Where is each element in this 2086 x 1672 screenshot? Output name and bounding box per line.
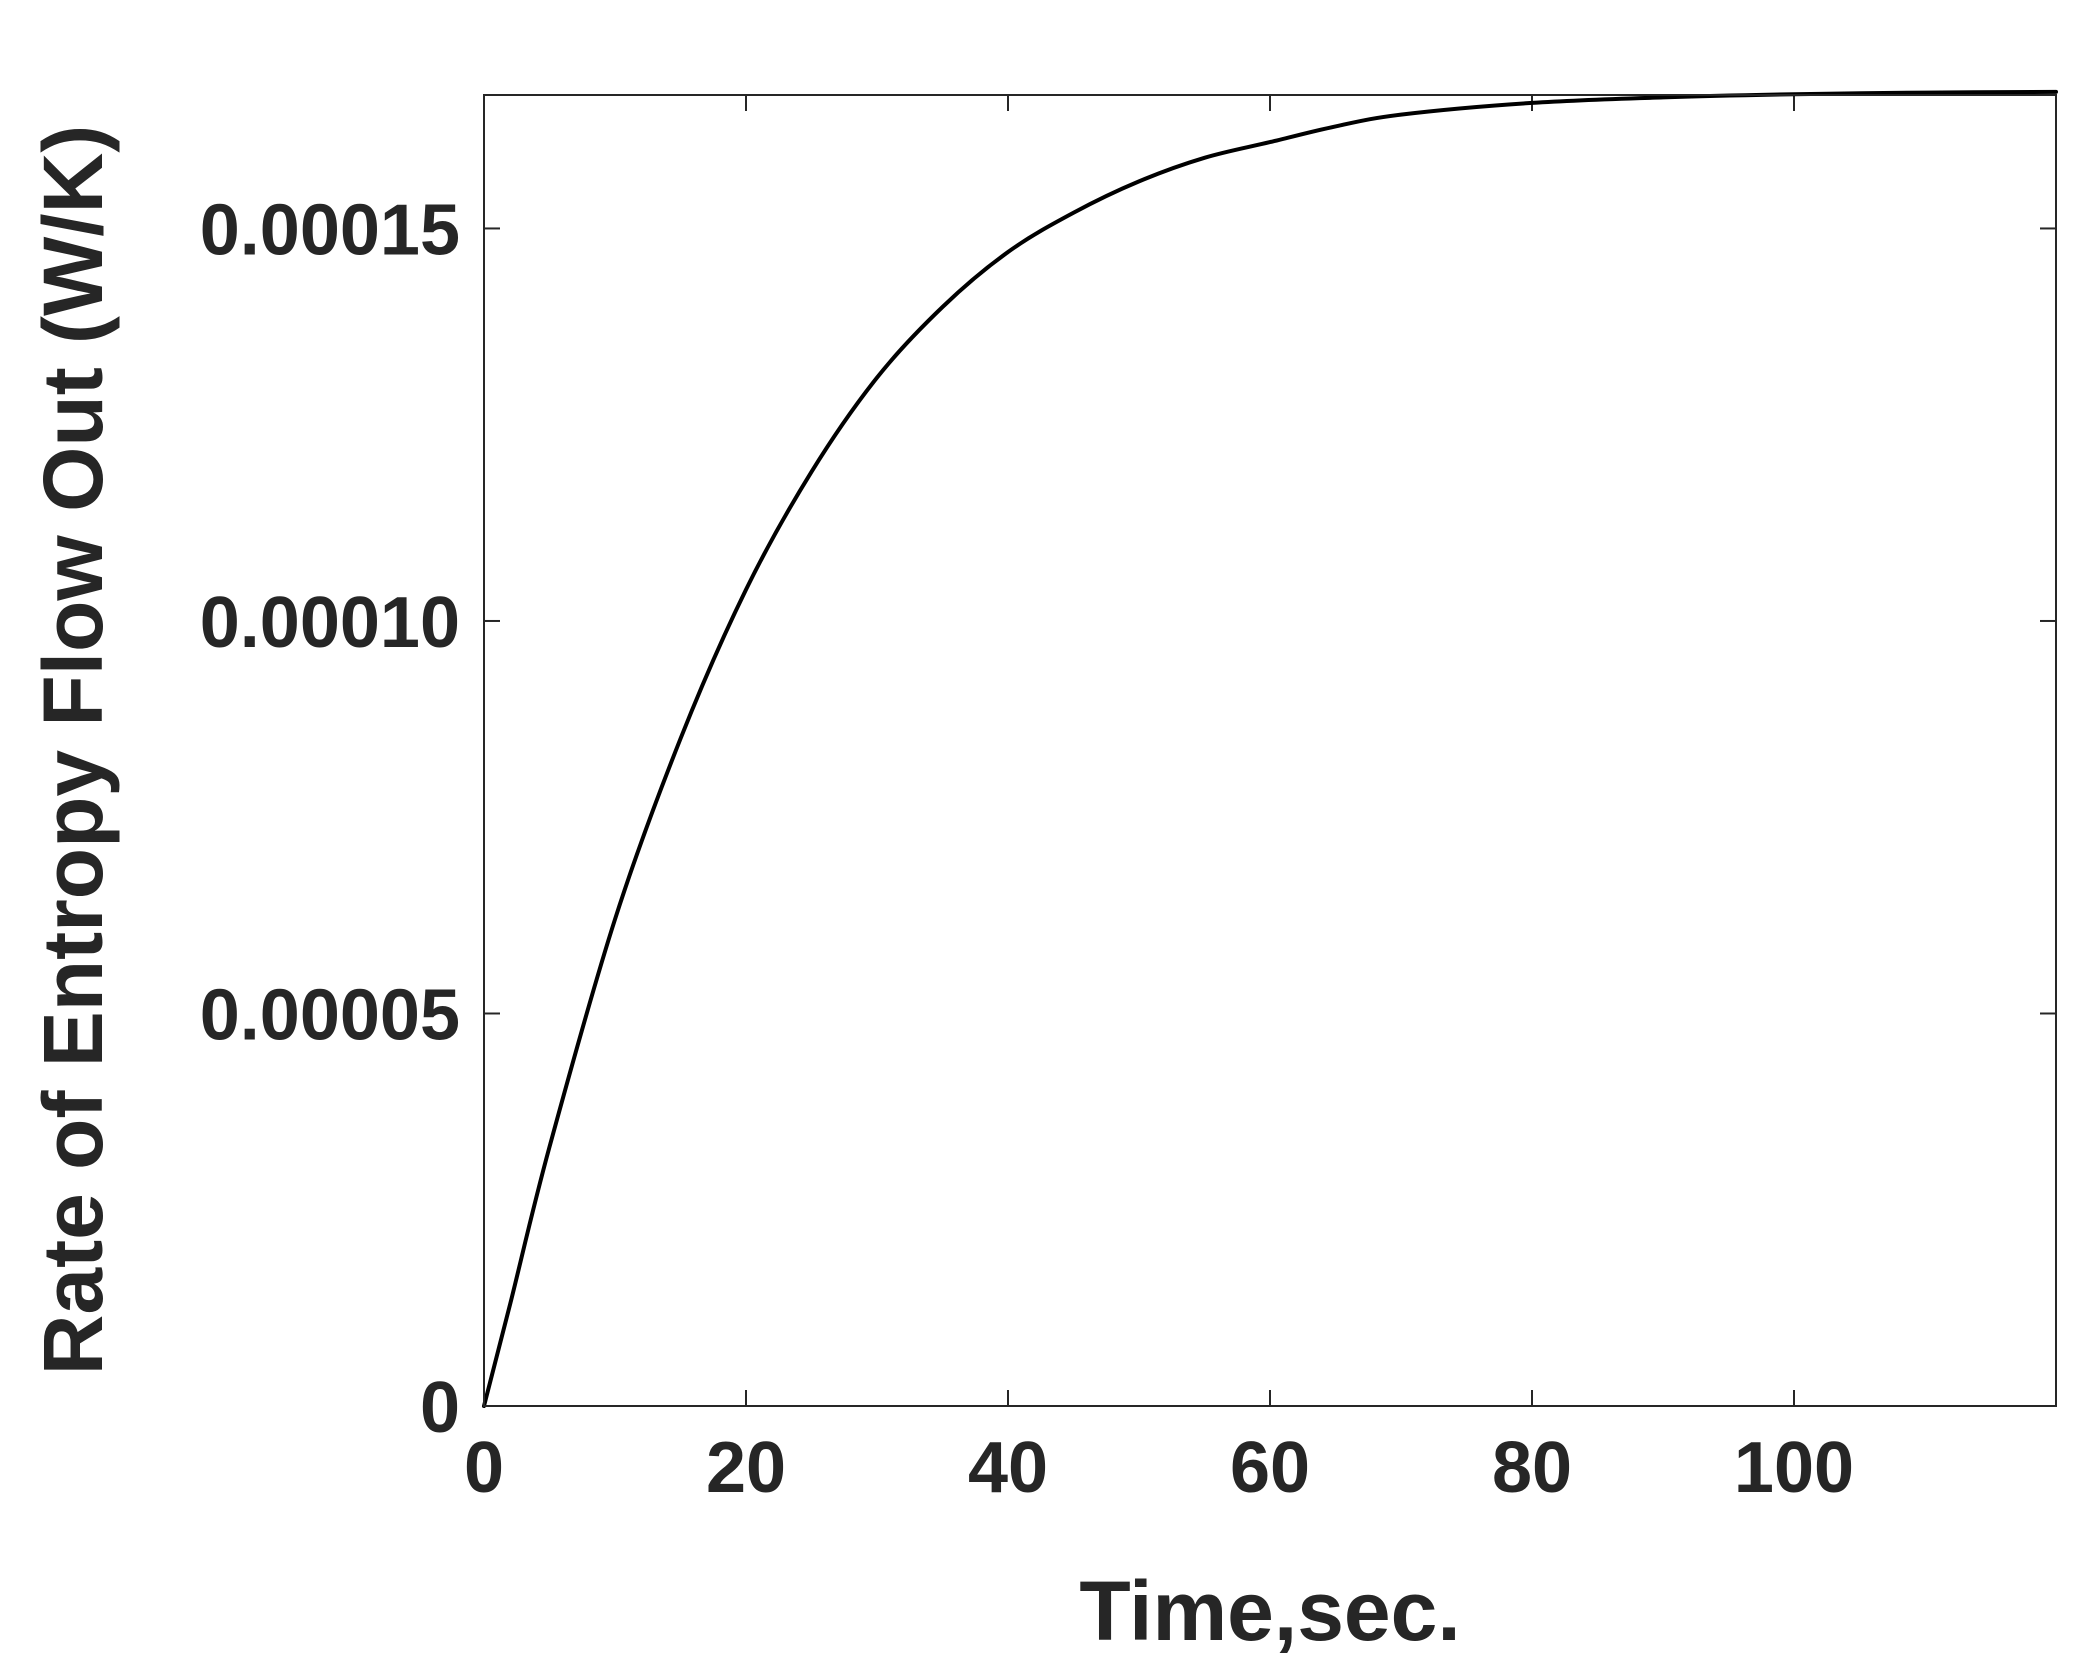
x-tick-label: 20 (706, 1428, 786, 1508)
x-tick-label: 100 (1734, 1428, 1854, 1508)
y-tick-label: 0.00005 (200, 975, 460, 1055)
y-tick-label: 0.00010 (200, 583, 460, 663)
tick-labels: 0 20 40 60 80 100 0 0.00005 0.00010 0.00015 (200, 190, 1854, 1508)
x-tick-label: 40 (968, 1428, 1048, 1508)
axis-ticks (483, 95, 2056, 1407)
x-tick-label: 80 (1492, 1428, 1572, 1508)
plot-frame (483, 94, 2057, 1407)
series-line (482, 89, 2058, 1408)
y-axis-title: Rate of Entropy Flow Out (W/K) (26, 125, 120, 1376)
x-tick-label: 0 (464, 1428, 504, 1508)
y-tick-label: 0 (420, 1368, 460, 1448)
x-tick-label: 60 (1230, 1428, 1310, 1508)
y-tick-label: 0.00015 (200, 190, 460, 270)
x-axis-title: Time,sec. (1079, 1564, 1460, 1658)
